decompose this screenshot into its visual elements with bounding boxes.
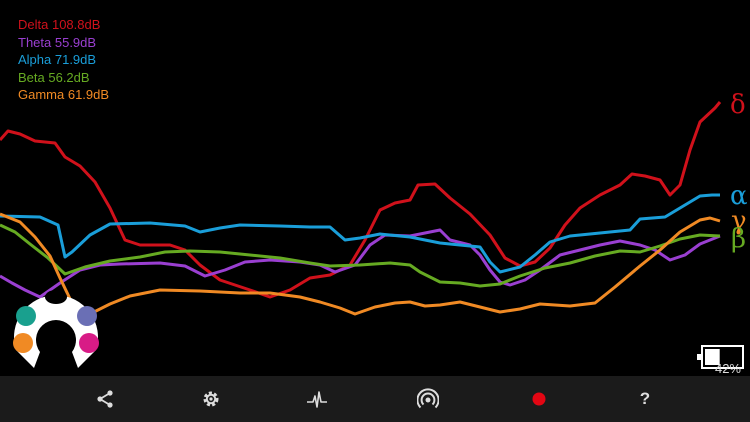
help-icon: ? (639, 389, 651, 408)
broadcast-button[interactable] (417, 388, 439, 410)
alpha-wave (0, 193, 720, 274)
bottom-toolbar: ? (0, 376, 750, 422)
legend-beta: Beta 56.2dB (18, 69, 90, 85)
gamma-symbol: γ (731, 206, 747, 236)
help-button[interactable]: ? (634, 388, 656, 410)
share-icon (97, 390, 113, 408)
sensor-right-upper (77, 306, 97, 326)
legend-gamma: Gamma 61.9dB (18, 87, 110, 102)
beta-wave (0, 223, 721, 288)
heartbeat-button[interactable] (306, 388, 328, 410)
heartbeat-icon (307, 391, 327, 408)
beta-symbol: β (731, 224, 747, 254)
record-icon (532, 392, 546, 406)
theta-wave (0, 228, 721, 299)
headset-sensor-status-icon[interactable] (10, 286, 102, 368)
settings-icon (203, 391, 219, 407)
broadcast-icon (417, 388, 439, 409)
legend-alpha: Alpha 71.9dB (18, 52, 97, 67)
battery-percent: 42% (714, 361, 741, 376)
battery-icon (697, 345, 744, 369)
band-legend: Delta 108.8dB Theta 55.9dB Alpha 71.9dB … (18, 16, 109, 104)
sensor-left-upper (16, 306, 36, 326)
record-button[interactable] (528, 388, 550, 410)
delta-symbol: δ (730, 90, 746, 120)
alpha-symbol: α (730, 181, 748, 211)
sensor-right-lower (79, 333, 99, 353)
legend-theta: Theta 55.9dB (18, 34, 97, 50)
settings-button[interactable] (200, 388, 222, 410)
share-button[interactable] (94, 388, 116, 410)
sensor-left-lower (13, 333, 33, 353)
eeg-waveform-plot (0, 101, 722, 316)
delta-wave (0, 101, 722, 299)
sensor-top (45, 290, 67, 304)
legend-delta: Delta 108.8dB (18, 17, 101, 32)
